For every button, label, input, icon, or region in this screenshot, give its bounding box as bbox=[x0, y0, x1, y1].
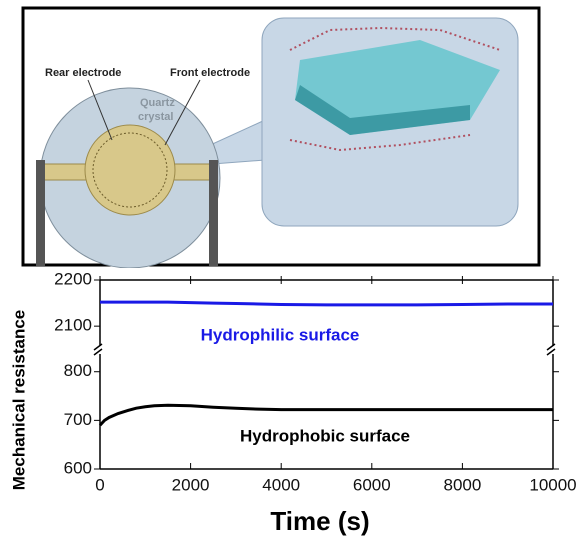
x-tick-label: 8000 bbox=[443, 475, 481, 494]
plot: 0 2000 4000 6000 8000 10000 600 700 800 2100 2200 H… bbox=[54, 269, 576, 494]
y-tick-label: 2200 bbox=[54, 269, 92, 288]
y-tick-label: 2100 bbox=[54, 316, 92, 335]
rear-electrode bbox=[92, 132, 168, 208]
y-axis-title: Mechanical resistance bbox=[9, 310, 28, 490]
pointer bbox=[87, 79, 113, 141]
line bbox=[100, 300, 553, 307]
line bbox=[98, 403, 553, 427]
pointer bbox=[164, 79, 201, 146]
y-tick-label: 700 bbox=[64, 410, 92, 429]
label: crystal bbox=[138, 111, 173, 123]
label: Quartz bbox=[140, 97, 175, 109]
label: Front electrode bbox=[170, 67, 250, 79]
molecular-image bbox=[289, 26, 501, 152]
series-label: Hydrophobic surface bbox=[240, 426, 410, 445]
series-label: Hydrophilic surface bbox=[201, 325, 360, 344]
x-tick-label: 10000 bbox=[529, 475, 576, 494]
chart-background bbox=[0, 268, 581, 546]
x-tick-label: 6000 bbox=[353, 475, 391, 494]
electrode bbox=[84, 124, 176, 216]
holder-left bbox=[36, 160, 45, 266]
axis-break bbox=[546, 343, 556, 356]
axis-break bbox=[93, 343, 103, 356]
y-tick-label: 600 bbox=[64, 458, 92, 477]
x-tick-label: 2000 bbox=[172, 475, 210, 494]
y-tick-label: 800 bbox=[64, 361, 92, 380]
holder-right bbox=[209, 160, 218, 266]
x-tick-label: 0 bbox=[95, 475, 104, 494]
x-axis-title: Time (s) bbox=[270, 506, 369, 536]
label: Rear electrode bbox=[45, 67, 121, 79]
x-tick-label: 4000 bbox=[262, 475, 300, 494]
